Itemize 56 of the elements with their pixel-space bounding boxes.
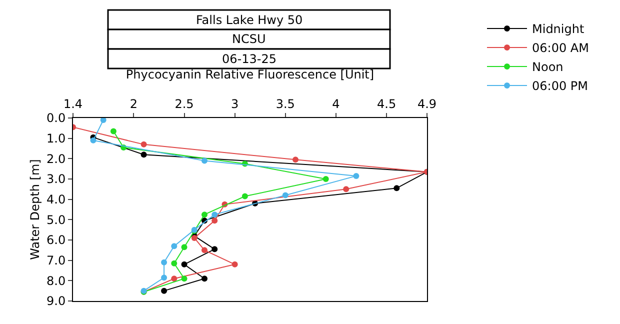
- point: [353, 172, 360, 179]
- x-tick-label: 3.5: [276, 97, 295, 112]
- point: [322, 176, 329, 182]
- legend-label: Midnight: [532, 22, 584, 36]
- chart-subtitle: NCSU: [232, 32, 266, 46]
- point: [343, 186, 350, 192]
- point: [212, 218, 218, 224]
- point: [140, 152, 147, 158]
- y-axis-title: Water Depth [m]: [28, 159, 42, 260]
- x-tick-label: 4.5: [376, 97, 396, 112]
- y-tick-label: 3.0: [46, 172, 66, 186]
- point: [161, 259, 168, 266]
- y-tick-label: 2.0: [46, 152, 66, 166]
- point: [201, 247, 208, 254]
- point: [140, 141, 147, 148]
- y-tick-label: 6.0: [46, 233, 66, 248]
- point: [201, 158, 208, 164]
- point: [171, 243, 178, 250]
- point: [171, 276, 178, 282]
- point: [181, 276, 188, 282]
- point: [181, 261, 188, 268]
- y-tick-label: 5.0: [46, 212, 66, 227]
- x-tick-label: 4.9: [417, 97, 437, 112]
- point: [181, 244, 188, 250]
- point: [232, 261, 238, 268]
- point: [242, 193, 248, 200]
- x-tick-label: 1.4: [63, 97, 83, 112]
- text: 06-13-25: [222, 52, 276, 66]
- point: [161, 288, 168, 294]
- x-tick-label: 2.5: [174, 97, 194, 112]
- point: [110, 128, 116, 134]
- y-tick-label: 7.0: [46, 254, 66, 268]
- legend-label: 06:00 AM: [532, 41, 589, 56]
- y-tick-label: 1.0: [46, 132, 66, 146]
- y-tick-label: 0.0: [46, 111, 66, 126]
- x-tick-label: 3: [231, 97, 239, 112]
- point: [394, 185, 400, 192]
- x-axis-title: Phycocyanin Relative Fluorescence [Unit]: [126, 68, 374, 82]
- point: [90, 137, 96, 144]
- legend-label: 06:00 PM: [532, 79, 588, 94]
- point: [212, 212, 218, 218]
- point: [171, 260, 178, 266]
- x-tick-label: 4: [332, 97, 340, 112]
- point: [282, 192, 288, 198]
- point: [161, 274, 168, 281]
- y-tick-label: 4.0: [46, 192, 66, 207]
- point: [201, 212, 208, 218]
- x-tick-label: 2: [130, 97, 138, 112]
- point: [201, 276, 208, 282]
- chart-title: Falls Lake Hwy 50: [196, 13, 303, 27]
- y-tick-label: 9.0: [46, 294, 66, 308]
- legend-label: Noon: [532, 60, 564, 74]
- point: [292, 156, 299, 163]
- y-tick-label: 8.0: [46, 274, 66, 288]
- point: [212, 246, 218, 252]
- point: [100, 118, 106, 124]
